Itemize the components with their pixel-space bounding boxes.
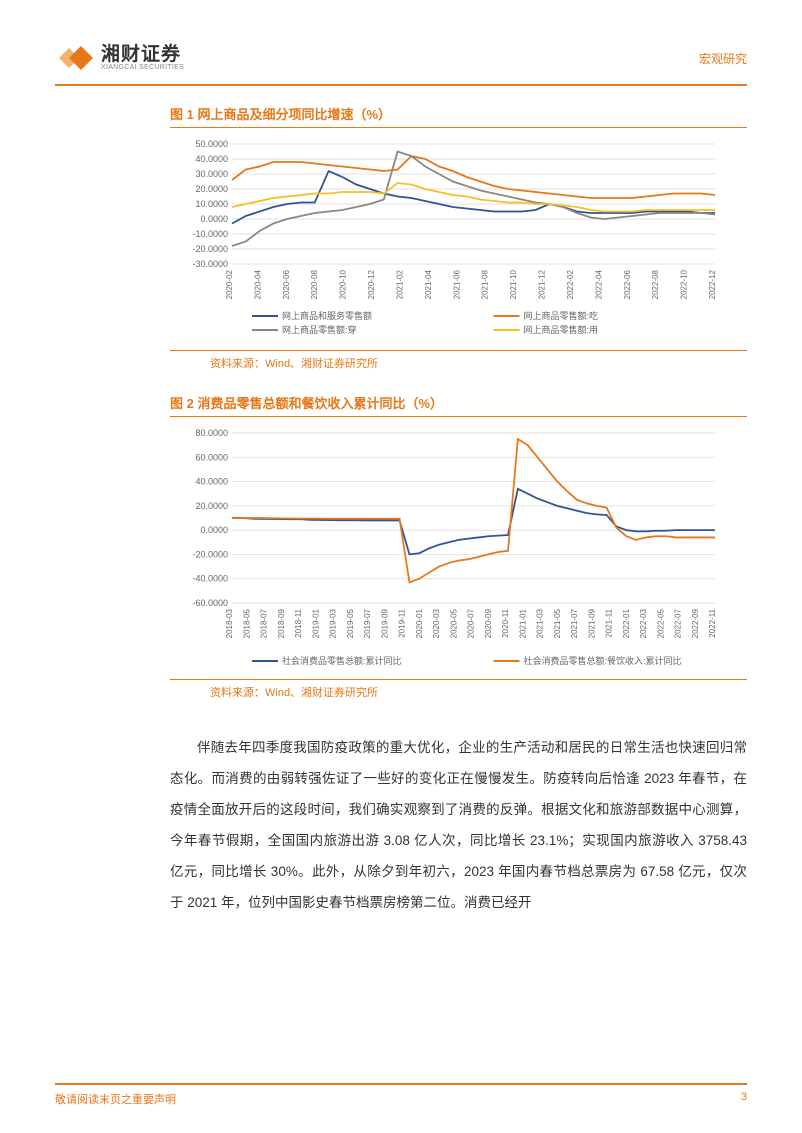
page-number: 3 — [741, 1091, 747, 1107]
svg-text:2020-09: 2020-09 — [484, 608, 493, 638]
svg-text:0.0000: 0.0000 — [200, 525, 228, 535]
logo: 湘财证券 XIANGCAI SECURITIES — [55, 40, 184, 76]
section-label: 宏观研究 — [699, 50, 747, 67]
svg-text:2021-08: 2021-08 — [481, 269, 490, 299]
svg-text:2020-03: 2020-03 — [432, 608, 441, 638]
svg-text:2020-07: 2020-07 — [467, 608, 476, 638]
svg-text:2021-04: 2021-04 — [424, 269, 433, 299]
svg-text:2021-05: 2021-05 — [553, 608, 562, 638]
svg-text:2022-05: 2022-05 — [656, 608, 665, 638]
svg-text:网上商品零售额:穿: 网上商品零售额:穿 — [282, 324, 357, 335]
svg-text:2019-11: 2019-11 — [398, 608, 407, 637]
svg-text:2022-10: 2022-10 — [680, 269, 689, 299]
svg-text:社会消费品零售总额:累计同比: 社会消费品零售总额:累计同比 — [282, 655, 402, 666]
svg-text:2020-11: 2020-11 — [501, 608, 510, 637]
page-header: 湘财证券 XIANGCAI SECURITIES 宏观研究 — [55, 40, 747, 86]
svg-text:-20.0000: -20.0000 — [192, 549, 228, 559]
svg-text:0.0000: 0.0000 — [200, 214, 228, 224]
svg-text:40.0000: 40.0000 — [195, 154, 228, 164]
svg-text:网上商品零售额:用: 网上商品零售额:用 — [524, 324, 599, 335]
chart2-source: 资料来源：Wind、湘财证券研究所 — [170, 680, 747, 700]
svg-text:-20.0000: -20.0000 — [192, 244, 228, 254]
svg-text:2019-03: 2019-03 — [329, 608, 338, 638]
svg-text:社会消费品零售总额:餐饮收入:累计同比: 社会消费品零售总额:餐饮收入:累计同比 — [524, 655, 682, 666]
svg-text:2021-11: 2021-11 — [605, 608, 614, 637]
svg-text:50.0000: 50.0000 — [195, 139, 228, 149]
company-name-en: XIANGCAI SECURITIES — [101, 64, 184, 71]
svg-text:80.0000: 80.0000 — [195, 428, 228, 438]
svg-text:2022-06: 2022-06 — [623, 269, 632, 299]
svg-text:2019-01: 2019-01 — [311, 608, 320, 638]
svg-text:2022-12: 2022-12 — [708, 269, 717, 299]
svg-text:2022-02: 2022-02 — [566, 269, 575, 299]
svg-text:2021-02: 2021-02 — [395, 269, 404, 299]
svg-text:2022-04: 2022-04 — [594, 269, 603, 299]
svg-text:2022-01: 2022-01 — [622, 608, 631, 638]
chart1-plot: -30.0000 -20.0000 -10.0000 0.0000 10.0000 20.… — [170, 136, 725, 346]
svg-text:10.0000: 10.0000 — [195, 199, 228, 209]
chart1-title: 图 1 网上商品及细分项同比增速（%） — [170, 104, 747, 128]
svg-text:2019-07: 2019-07 — [363, 608, 372, 638]
svg-text:2020-10: 2020-10 — [339, 269, 348, 299]
body-paragraph: 伴随去年四季度我国防疫政策的重大优化，企业的生产活动和居民的日常生活也快速回归常… — [170, 722, 747, 918]
chart2-section: 图 2 消费品零售总额和餐饮收入累计同比（%） -60.0000 -40.0000… — [170, 393, 747, 700]
svg-text:20.0000: 20.0000 — [195, 501, 228, 511]
svg-text:2021-10: 2021-10 — [509, 269, 518, 299]
chart1-section: 图 1 网上商品及细分项同比增速（%） -30.0000 -20.0000 -10.… — [170, 104, 747, 371]
svg-text:2018-03: 2018-03 — [225, 608, 234, 638]
svg-text:2020-06: 2020-06 — [282, 269, 291, 299]
chart2-title: 图 2 消费品零售总额和餐饮收入累计同比（%） — [170, 393, 747, 417]
svg-text:2019-05: 2019-05 — [346, 608, 355, 638]
svg-text:40.0000: 40.0000 — [195, 477, 228, 487]
company-name-cn: 湘财证券 — [101, 45, 184, 64]
chart2-plot: -60.0000 -40.0000 -20.0000 0.0000 20.0000 40.… — [170, 425, 725, 675]
svg-text:60.0000: 60.0000 — [195, 452, 228, 462]
logo-icon — [55, 40, 95, 76]
svg-text:2020-12: 2020-12 — [367, 269, 376, 299]
svg-text:-30.0000: -30.0000 — [192, 259, 228, 269]
page-footer: 敬请阅读末页之重要声明 3 — [55, 1083, 747, 1107]
svg-text:2018-09: 2018-09 — [277, 608, 286, 638]
svg-text:网上商品零售额:吃: 网上商品零售额:吃 — [524, 310, 599, 321]
svg-text:2022-11: 2022-11 — [708, 608, 717, 637]
svg-text:2022-09: 2022-09 — [691, 608, 700, 638]
svg-text:2018-05: 2018-05 — [242, 608, 251, 638]
svg-text:2020-02: 2020-02 — [225, 269, 234, 299]
svg-text:2020-04: 2020-04 — [253, 269, 262, 299]
svg-text:2021-06: 2021-06 — [452, 269, 461, 299]
svg-text:2019-09: 2019-09 — [380, 608, 389, 638]
svg-text:-10.0000: -10.0000 — [192, 229, 228, 239]
svg-text:2022-08: 2022-08 — [651, 269, 660, 299]
svg-text:2018-07: 2018-07 — [260, 608, 269, 638]
svg-text:2021-01: 2021-01 — [518, 608, 527, 638]
footer-disclaimer: 敬请阅读末页之重要声明 — [55, 1091, 176, 1107]
svg-text:2022-03: 2022-03 — [639, 608, 648, 638]
svg-text:2018-11: 2018-11 — [294, 608, 303, 637]
svg-text:2020-05: 2020-05 — [449, 608, 458, 638]
svg-text:-60.0000: -60.0000 — [192, 598, 228, 608]
svg-text:2021-07: 2021-07 — [570, 608, 579, 638]
chart1-source: 资料来源：Wind、湘财证券研究所 — [170, 351, 747, 371]
svg-text:网上商品和服务零售额: 网上商品和服务零售额 — [282, 310, 372, 321]
svg-text:2020-08: 2020-08 — [310, 269, 319, 299]
svg-text:30.0000: 30.0000 — [195, 169, 228, 179]
svg-text:2020-01: 2020-01 — [415, 608, 424, 638]
svg-text:2021-03: 2021-03 — [536, 608, 545, 638]
svg-text:2021-12: 2021-12 — [538, 269, 547, 299]
svg-text:2022-07: 2022-07 — [674, 608, 683, 638]
svg-text:-40.0000: -40.0000 — [192, 574, 228, 584]
svg-text:2021-09: 2021-09 — [587, 608, 596, 638]
svg-text:20.0000: 20.0000 — [195, 184, 228, 194]
